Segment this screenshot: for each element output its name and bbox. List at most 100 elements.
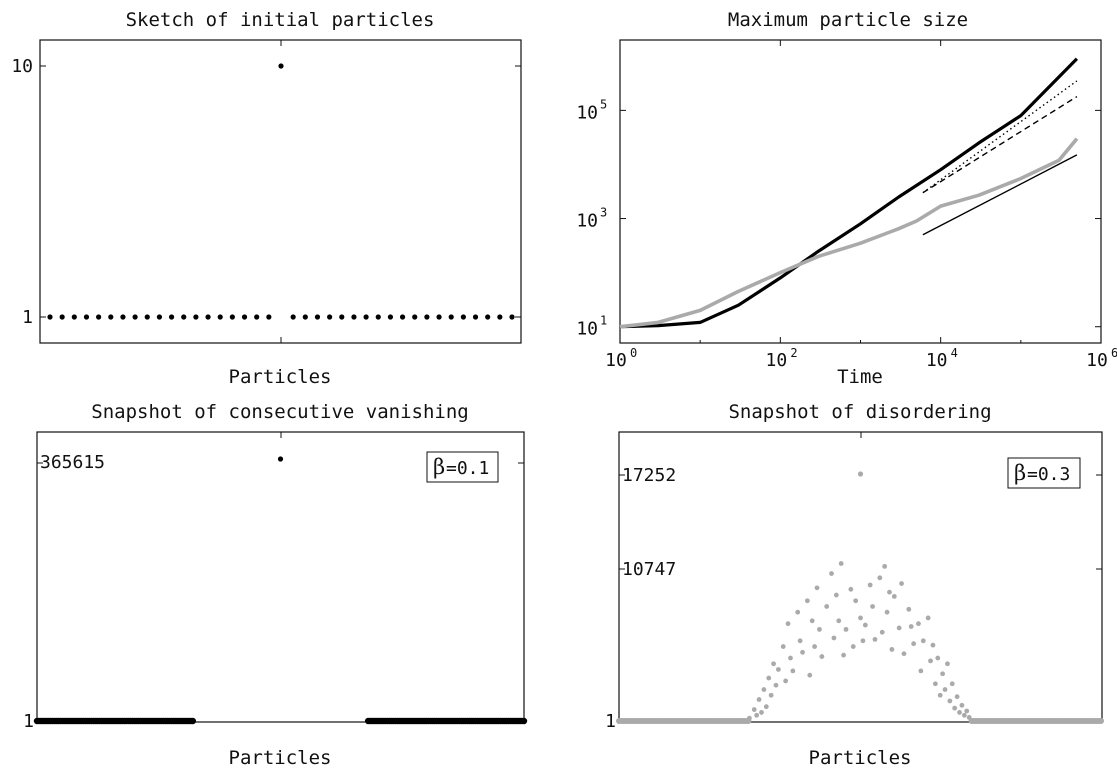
particle-dot: [775, 667, 781, 672]
particle-dot: [896, 625, 902, 631]
marks-disordering: [616, 471, 1105, 724]
particle-dot: [788, 655, 793, 661]
particle-dot: [841, 652, 846, 658]
beta-symbol: β: [1014, 461, 1026, 485]
particle-dot: [780, 644, 786, 649]
peak-particle-dot: [857, 471, 864, 477]
particle-dot: [773, 682, 779, 688]
particle-dot: [891, 594, 897, 599]
particle-dot: [254, 314, 260, 320]
x-tick-label: 10: [765, 350, 787, 371]
x-axis-label-vanishing: Particles: [229, 747, 332, 769]
particle-dot: [807, 672, 813, 678]
particle-dot: [899, 581, 904, 586]
beta-annotation-vanishing: β =0.1: [426, 451, 499, 483]
particle-dot: [412, 314, 418, 320]
particle-dot: [930, 642, 936, 648]
x-tick-label-exponent: 4: [951, 346, 958, 360]
y-tick-label-1-disordering: 1: [605, 711, 616, 732]
panel-max-size: Maximum particle size Time 10 0 10 2 10 4 10 61…: [576, 9, 1117, 388]
particle-dot: [783, 678, 789, 684]
particle-dot: [1098, 718, 1105, 724]
particle-dot: [877, 575, 883, 581]
chart-title-disordering: Snapshot of disordering: [728, 401, 991, 423]
x-axis-label-disordering: Particles: [809, 747, 912, 769]
particle-dot: [497, 314, 503, 320]
particle-dot: [942, 687, 948, 692]
panel-vanishing: Snapshot of consecutive vanishing Partic…: [23, 401, 528, 769]
particle-dot: [812, 644, 818, 649]
series-line-thin: [922, 154, 1078, 236]
particle-dot: [759, 710, 764, 715]
marks-initial: [47, 63, 515, 320]
particle-dot: [436, 314, 442, 320]
particle-dot: [925, 615, 931, 621]
particle-dot: [870, 604, 875, 609]
particle-dot: [918, 668, 924, 674]
particle-dot: [229, 314, 235, 320]
y-tick-label-17252: 17252: [622, 465, 676, 486]
particle-dot: [756, 697, 762, 702]
particle-dot: [363, 314, 369, 320]
particle-dot: [932, 681, 938, 687]
particle-dot: [833, 592, 839, 598]
particle-dot: [959, 702, 965, 708]
x-tick-label-exponent: 0: [630, 346, 637, 360]
x-axis-label-initial: Particles: [229, 366, 332, 388]
particle-dot: [771, 661, 776, 667]
particle-dot: [761, 687, 767, 692]
particle-dot: [879, 629, 885, 635]
particle-dot: [850, 644, 856, 649]
particle-dot: [819, 654, 825, 659]
peak-particle-dot: [277, 456, 284, 462]
particle-dot: [47, 314, 53, 320]
particle-dot: [795, 609, 801, 615]
particle-dot: [168, 314, 175, 320]
particle-dot: [901, 651, 907, 657]
particle-dot: [961, 712, 967, 718]
particle-dot: [472, 314, 479, 320]
particle-dot: [785, 621, 791, 627]
panel-initial-particles: Sketch of initial particles Particles 10…: [11, 9, 522, 388]
particle-dot: [911, 641, 917, 647]
particle-dot: [814, 585, 820, 591]
y-tick-label-10747: 10747: [622, 559, 676, 580]
particle-dot: [448, 314, 454, 320]
plot-frame-max-size: [619, 39, 1102, 344]
x-axis-label-time: Time: [837, 366, 883, 388]
particle-dot: [509, 314, 515, 320]
particle-dot: [860, 638, 866, 644]
y-tick-label-exponent: 5: [600, 97, 607, 111]
y-tick-label: 10: [576, 102, 598, 123]
chart-title-vanishing: Snapshot of consecutive vanishing: [91, 401, 469, 423]
particle-dot: [966, 715, 972, 720]
particle-dot: [867, 582, 873, 588]
particle-dot: [327, 314, 333, 320]
particle-dot: [889, 647, 895, 652]
beta-value-vanishing: =0.1: [446, 458, 489, 479]
particle-dot: [156, 314, 163, 320]
particle-dot: [916, 621, 921, 627]
particle-dot: [290, 314, 296, 320]
particle-dot: [804, 598, 810, 604]
marks-max-size: [619, 57, 1079, 329]
particle-dot: [940, 671, 946, 677]
particle-dot: [763, 704, 769, 710]
particle-dot: [339, 314, 345, 320]
particle-dot: [241, 314, 248, 320]
particle-dot: [887, 589, 892, 595]
series-line-dashed: [922, 96, 1078, 194]
particle-dot: [947, 698, 953, 704]
marks-vanishing: [33, 456, 528, 725]
particle-dot: [144, 314, 150, 320]
y-tick-label: 10: [576, 319, 598, 340]
particle-dot: [754, 712, 760, 718]
particle-dot: [387, 314, 394, 320]
particle-dot: [829, 571, 834, 576]
particle-dot: [949, 681, 955, 687]
particle-dot: [945, 661, 950, 667]
beta-annotation-disordering: β =0.3: [1007, 457, 1081, 489]
particle-dot: [824, 604, 830, 609]
particle-dot: [751, 707, 757, 712]
beta-symbol: β: [433, 455, 445, 479]
